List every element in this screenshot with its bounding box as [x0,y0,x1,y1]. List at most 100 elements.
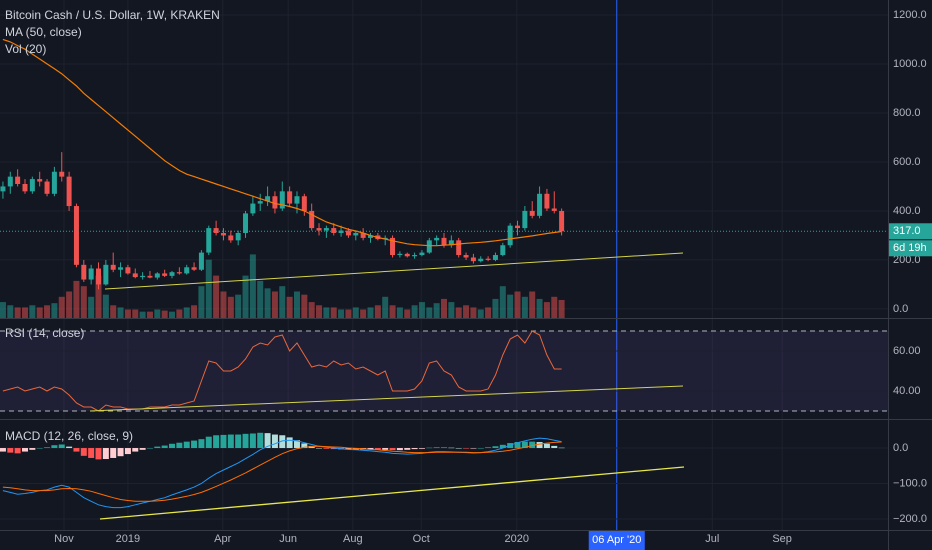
volume-bar [477,309,484,318]
candle-body [235,232,241,241]
candle-body [118,267,124,270]
histogram-bar [558,447,565,449]
volume-bar [345,309,352,318]
histogram-bar [117,448,124,457]
histogram-bar [80,448,87,456]
volume-bar [102,294,109,318]
volume-bar [455,307,462,318]
volume-bar [558,299,565,318]
x-tick-label: Oct [413,533,430,545]
volume-bar [176,309,183,318]
volume-bar [448,302,455,318]
volume-bar [404,309,411,318]
histogram-bar [521,441,528,449]
histogram-bar [279,435,286,449]
x-tick-label: Jun [279,533,297,545]
volume-bar [463,305,470,318]
candle-body [294,196,300,204]
volume-bar [139,311,146,318]
histogram-bar [110,448,117,458]
candle-body [551,208,557,211]
histogram-bar [536,442,543,449]
candle-body [191,267,197,270]
y-tick-label: 0.0 [893,442,908,454]
price-label: 317.0 [893,225,921,237]
histogram-bar [499,444,506,449]
candle-body [478,258,484,262]
candle-body [66,176,72,207]
candle-body [323,228,329,231]
y-tick-label: 40.00 [893,385,921,397]
candle-body [448,240,454,246]
histogram-bar [330,448,337,450]
candle-body [29,179,35,192]
candle-body [272,196,278,209]
volume-bar [367,307,374,318]
volume-bar [382,296,389,318]
histogram-bar [441,447,447,449]
candle-body [544,193,550,209]
candle-body [360,232,366,238]
candle-body [419,252,425,256]
histogram-bar [29,448,36,450]
histogram-bar [396,448,403,451]
candle-body [162,273,168,276]
candle-body [81,264,87,280]
volume-bar [271,291,278,318]
volume-bar [51,303,58,318]
y-tick-label: 60.00 [893,345,921,357]
volume-bar [499,286,506,318]
countdown-label: 6d 19h [893,242,927,254]
volume-bar [205,259,212,318]
y-tick-label: 200.0 [893,254,921,266]
candle-body [331,228,337,233]
volume-bar [411,305,418,318]
y-tick-label: 800.0 [893,107,921,119]
histogram-bar [418,448,425,449]
trend-line [89,385,684,412]
histogram-bar [374,448,381,450]
volume-bar [418,302,425,318]
histogram-bar [139,448,146,450]
histogram-bar [0,448,6,452]
histogram-bar [36,448,43,449]
ma-label: MA (50, close) [5,25,82,39]
histogram-bar [102,448,109,460]
candle-body [367,235,373,238]
y-tick-label: 600.0 [893,156,921,168]
candle-body [412,255,418,257]
volume-bar [14,307,21,318]
signal-line [2,441,562,502]
x-tick-label: Nov [54,533,74,545]
histogram-bar [264,433,271,449]
histogram-bar [58,444,65,449]
candle-body [390,237,396,256]
candle-body [88,268,94,280]
volume-bar [521,296,528,318]
histogram-bar [470,448,477,449]
volume-bar [529,291,536,318]
candle-body [397,253,403,256]
histogram-bar [551,445,558,449]
candle-body [441,237,447,246]
candle-body [140,275,146,278]
histogram-bar [154,446,161,449]
volume-bar [352,307,359,318]
candle-body [492,255,498,260]
histogram-bar [543,443,550,449]
volume-bar [551,296,558,318]
volume-bar [308,302,315,318]
volume-bar [441,298,447,318]
volume-bar [389,305,396,318]
histogram-bar [257,432,264,449]
volume-bar [396,307,403,318]
histogram-bar [411,448,418,450]
histogram-bar [477,448,484,449]
candle-body [250,203,256,214]
candle-body [301,196,307,211]
x-tick-label: Jul [705,533,719,545]
histogram-bar [529,441,536,449]
volume-bar [36,307,43,318]
volume-bar [374,305,381,318]
